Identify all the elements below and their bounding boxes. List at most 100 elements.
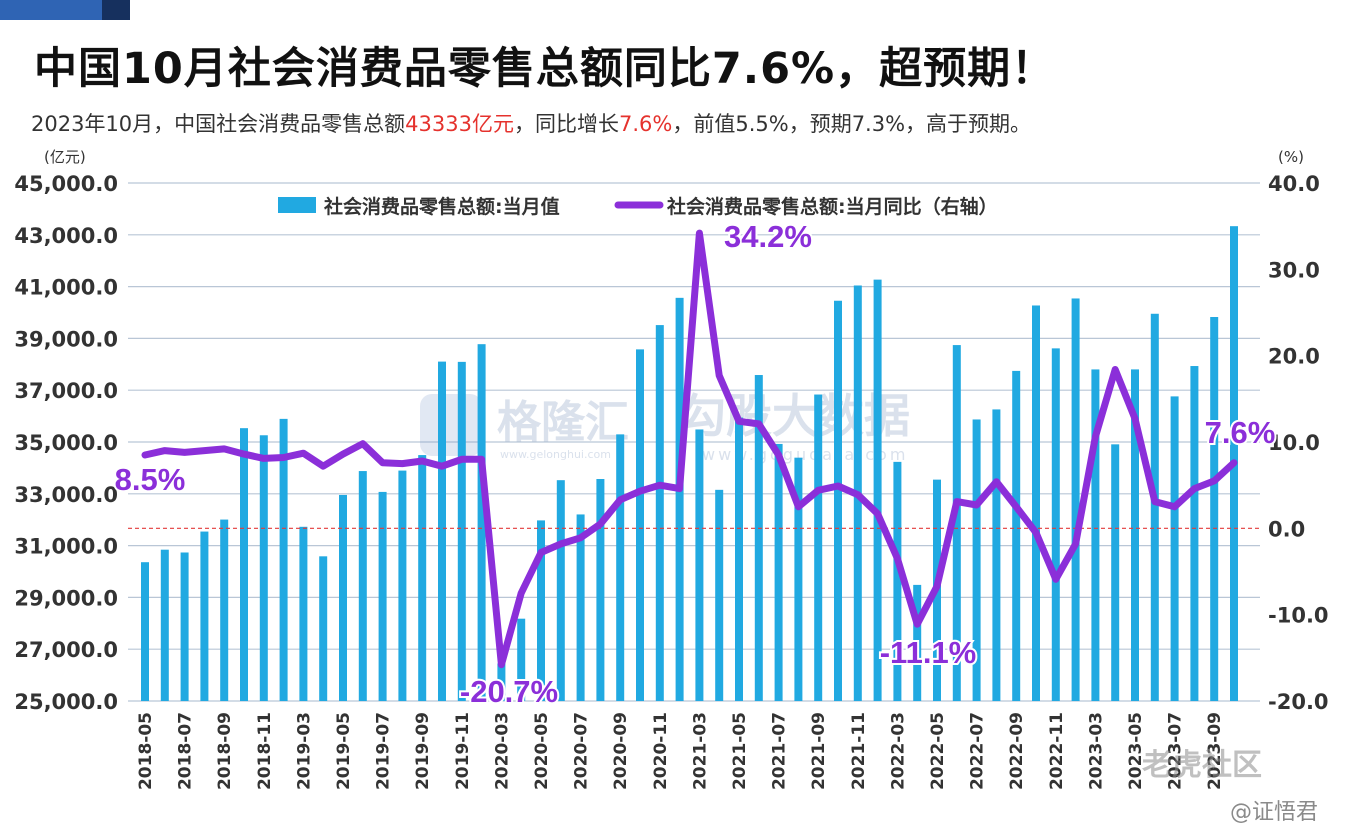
corner-accent bbox=[0, 0, 130, 20]
right-tick-label: 30.0 bbox=[1268, 258, 1320, 282]
x-tick-label: 2023-05 bbox=[1126, 712, 1146, 790]
bar bbox=[339, 494, 347, 701]
bar bbox=[1131, 369, 1139, 701]
yoy-point bbox=[440, 464, 444, 468]
x-tick-label: 2021-09 bbox=[809, 712, 829, 790]
left-tick-label: 25,000.0 bbox=[14, 690, 118, 714]
left-tick-label: 27,000.0 bbox=[14, 638, 118, 662]
bar bbox=[1170, 396, 1179, 701]
left-tick-label: 29,000.0 bbox=[14, 586, 118, 610]
bar bbox=[754, 375, 763, 701]
page-subtitle: 2023年10月，中国社会消费品零售总额43333亿元，同比增长7.6%，前值5… bbox=[31, 108, 1031, 138]
bar bbox=[695, 429, 704, 701]
yoy-point bbox=[460, 457, 464, 461]
bar bbox=[972, 419, 981, 701]
yoy-point bbox=[975, 503, 979, 507]
yoy-point bbox=[638, 489, 642, 493]
bar bbox=[774, 443, 783, 701]
yoy-point bbox=[321, 464, 325, 468]
subtitle-highlight-yoy: 7.6% bbox=[618, 112, 673, 136]
yoy-point bbox=[598, 522, 602, 526]
left-tick-label: 45,000.0 bbox=[14, 172, 118, 196]
yoy-point bbox=[381, 461, 385, 465]
x-tick-label: 2019-07 bbox=[374, 712, 394, 790]
yoy-point bbox=[994, 480, 998, 484]
yoy-point bbox=[1093, 435, 1097, 439]
left-axis-unit: (亿元) bbox=[44, 148, 86, 166]
right-axis-unit: (%) bbox=[1278, 148, 1304, 166]
data-label: -11.1% bbox=[880, 635, 977, 670]
x-tick-label: 2018-09 bbox=[215, 712, 235, 790]
bar bbox=[913, 584, 922, 701]
bar bbox=[240, 428, 248, 701]
bar bbox=[279, 418, 288, 701]
right-tick-label: -20.0 bbox=[1268, 690, 1329, 714]
yoy-point bbox=[895, 557, 899, 561]
bar bbox=[358, 471, 367, 701]
yoy-point bbox=[400, 462, 404, 466]
bar bbox=[537, 520, 545, 701]
x-tick-label: 2019-03 bbox=[294, 712, 314, 790]
x-tick-label: 2023-07 bbox=[1166, 712, 1186, 790]
bar bbox=[200, 531, 209, 701]
x-tick-label: 2021-03 bbox=[690, 712, 710, 790]
left-tick-label: 31,000.0 bbox=[14, 535, 118, 559]
x-tick-label: 2022-03 bbox=[888, 712, 908, 790]
yoy-point bbox=[1014, 505, 1018, 509]
yoy-point bbox=[796, 505, 800, 509]
bar bbox=[952, 345, 961, 701]
bar bbox=[141, 562, 149, 701]
yoy-point bbox=[1133, 417, 1137, 421]
data-label: 34.2% bbox=[724, 219, 812, 254]
bar bbox=[893, 461, 902, 701]
yoy-point bbox=[717, 374, 721, 378]
x-tick-label: 2023-09 bbox=[1205, 712, 1225, 790]
data-label: 7.6% bbox=[1205, 415, 1276, 450]
yoy-point bbox=[1212, 479, 1216, 483]
brand-logo-mark bbox=[420, 394, 482, 456]
bar bbox=[398, 470, 407, 701]
yoy-point bbox=[341, 452, 345, 456]
yoy-point bbox=[301, 451, 305, 455]
bar bbox=[497, 663, 506, 701]
yoy-point bbox=[1054, 577, 1058, 581]
legend-bar-label: 社会消费品零售总额:当月值 bbox=[323, 195, 560, 218]
yoy-point bbox=[1034, 531, 1038, 535]
yoy-point bbox=[361, 442, 365, 446]
bar bbox=[319, 556, 328, 701]
yoy-point bbox=[559, 542, 563, 546]
bar bbox=[636, 349, 644, 701]
bar bbox=[814, 394, 823, 701]
yoy-point bbox=[1232, 461, 1236, 465]
yoy-point bbox=[163, 449, 167, 453]
yoy-point bbox=[876, 512, 880, 516]
bar bbox=[1150, 313, 1159, 701]
page-title: 中国10月社会消费品零售总额同比7.6%，超预期！ bbox=[34, 44, 1056, 94]
yoy-point bbox=[222, 447, 226, 451]
x-tick-label: 2019-11 bbox=[453, 712, 473, 790]
yoy-point bbox=[1153, 500, 1157, 504]
x-tick-label: 2018-05 bbox=[136, 712, 156, 790]
bar bbox=[418, 455, 427, 701]
yoy-point bbox=[658, 483, 662, 487]
subtitle-part: 2023年10月，中国社会消费品零售总额 bbox=[31, 112, 406, 136]
bar bbox=[992, 409, 1001, 701]
x-tick-label: 2020-03 bbox=[492, 712, 512, 790]
right-tick-label: -10.0 bbox=[1268, 604, 1329, 628]
bar bbox=[259, 435, 268, 701]
brand-watermark: 格隆汇 bbox=[497, 397, 629, 448]
left-tick-label: 39,000.0 bbox=[14, 327, 118, 351]
yoy-point bbox=[678, 487, 682, 491]
x-tick-label: 2023-03 bbox=[1086, 712, 1106, 790]
yoy-point bbox=[480, 457, 484, 461]
yoy-point bbox=[737, 419, 741, 423]
bar bbox=[438, 361, 446, 701]
x-tick-label: 2020-07 bbox=[572, 712, 592, 790]
yoy-point bbox=[143, 453, 147, 457]
yoy-point bbox=[816, 488, 820, 492]
x-tick-label: 2022-05 bbox=[928, 712, 948, 790]
right-tick-label: 10.0 bbox=[1268, 431, 1320, 455]
bar bbox=[834, 300, 842, 701]
yoy-point bbox=[697, 231, 701, 235]
bar bbox=[1091, 369, 1100, 701]
